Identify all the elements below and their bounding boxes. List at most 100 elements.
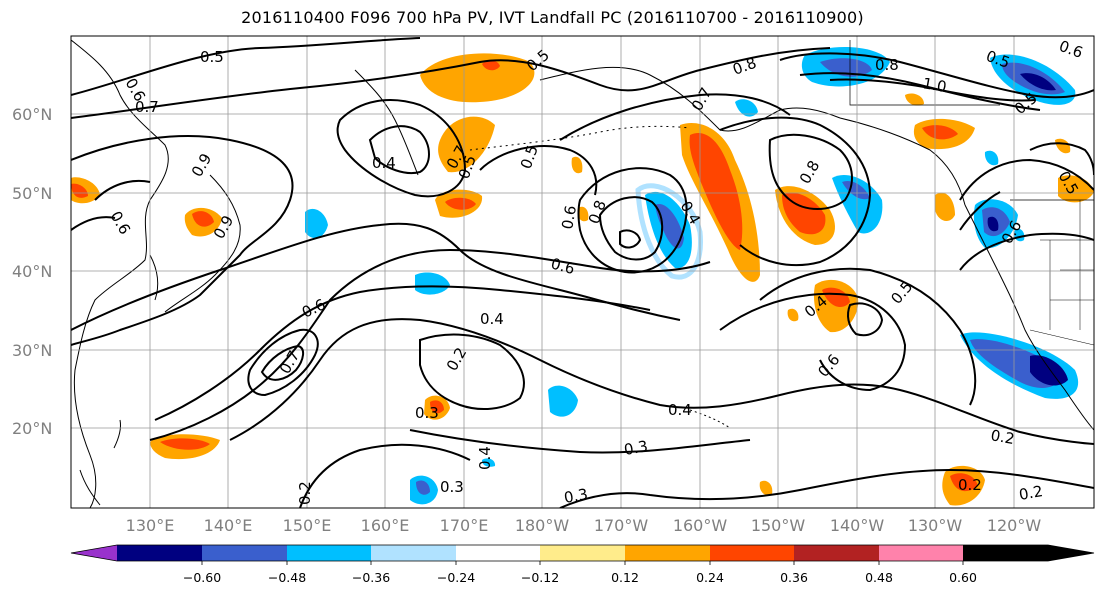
positive-anomaly-small-7 bbox=[787, 308, 799, 322]
contour-label: 0.3 bbox=[623, 437, 650, 459]
coast-asia bbox=[71, 39, 169, 508]
coast-japan bbox=[164, 174, 241, 313]
coast-na-west bbox=[964, 204, 1094, 431]
colorbar-tick-label: 0.48 bbox=[865, 570, 893, 585]
colorbar-swatch bbox=[117, 545, 202, 561]
contour-27 bbox=[719, 292, 907, 392]
lon-label: 170°W bbox=[594, 516, 649, 535]
contour-8 bbox=[260, 344, 304, 381]
lat-label-40n: 40°N bbox=[12, 262, 52, 281]
colorbar-tick-label: −0.36 bbox=[352, 570, 390, 585]
positive-anomaly-hawaii-w-core bbox=[430, 400, 444, 414]
contour-label: 0.2 bbox=[958, 476, 982, 494]
negative-anomaly-alaska-pan bbox=[735, 99, 758, 117]
lon-label: 140°W bbox=[830, 516, 885, 535]
contour-9 bbox=[229, 318, 1094, 445]
positive-anomaly-nwpac-core bbox=[445, 197, 476, 210]
coast-kamchatka bbox=[354, 69, 419, 176]
lon-label: 160°W bbox=[673, 516, 728, 535]
contour-24 bbox=[799, 72, 1041, 111]
negative-anomaly-hawaii-e bbox=[548, 385, 578, 417]
lon-label: 170°E bbox=[440, 516, 489, 535]
contour-label: 0.7 bbox=[135, 98, 159, 116]
contour-18 bbox=[598, 196, 664, 261]
contour-6 bbox=[154, 285, 651, 421]
negative-anomaly-central-pac bbox=[415, 272, 450, 295]
lon-label: 150°W bbox=[751, 516, 806, 535]
contour-label: 0.8 bbox=[875, 56, 899, 74]
positive-anomaly-alaska-core bbox=[922, 125, 958, 140]
border-states bbox=[1040, 200, 1094, 330]
contour-13 bbox=[559, 468, 1094, 508]
coast-alaska-pan bbox=[839, 117, 966, 206]
colorbar-tick-label: −0.24 bbox=[437, 570, 475, 585]
map-panel bbox=[71, 36, 1094, 508]
contour-12 bbox=[299, 443, 471, 508]
colorbar-swatch bbox=[540, 545, 625, 561]
border-alaska bbox=[849, 40, 1000, 106]
contour-31 bbox=[959, 191, 1001, 231]
contour-1 bbox=[71, 37, 421, 96]
contour-15 bbox=[368, 125, 430, 174]
contour-20 bbox=[559, 93, 791, 141]
contour-25 bbox=[829, 78, 1036, 102]
map-title: 2016110400 F096 700 hPa PV, IVT Landfall… bbox=[241, 8, 864, 27]
lon-label: 130°W bbox=[908, 516, 963, 535]
colorbar-swatch bbox=[287, 545, 371, 561]
coast-korea bbox=[149, 254, 159, 301]
positive-anomaly-south-china-core bbox=[160, 438, 210, 450]
contour-label: 0.3 bbox=[440, 478, 464, 496]
contour-19 bbox=[619, 229, 642, 249]
map-frame bbox=[70, 35, 1095, 509]
coast-alaska bbox=[539, 66, 841, 132]
contour-label: 0.6 bbox=[558, 204, 580, 231]
coastlines bbox=[71, 39, 1094, 508]
longitude-labels: 130°E 140°E 150°E 160°E 170°E 180°W 170°… bbox=[126, 516, 1042, 535]
colorbar-tick-label: 0.12 bbox=[611, 570, 639, 585]
positive-anomaly-small-1 bbox=[571, 156, 583, 174]
contour-17 bbox=[577, 167, 688, 274]
positive-anomaly-gulf-alaska-core bbox=[689, 133, 743, 250]
contour-30 bbox=[959, 232, 1094, 271]
colorbar-extend-low bbox=[71, 545, 117, 561]
contour-11 bbox=[409, 429, 751, 454]
contour-label: 0.2 bbox=[989, 426, 1016, 448]
positive-anomaly-small-6 bbox=[905, 93, 924, 106]
colorbar-tick-label: 0.24 bbox=[696, 570, 724, 585]
contour-14 bbox=[336, 99, 467, 198]
lon-label: 160°E bbox=[361, 516, 410, 535]
coast-hawaii bbox=[689, 409, 731, 429]
negative-anomaly-yukon bbox=[984, 150, 999, 166]
colorbar-tick-label: −0.12 bbox=[521, 570, 559, 585]
negative-anomaly-socal-deep bbox=[1030, 355, 1068, 386]
negative-anomaly-kuroshio bbox=[305, 208, 328, 239]
graticule bbox=[71, 36, 1094, 508]
positive-anomaly-bering-core bbox=[482, 60, 500, 71]
colorbar-swatch bbox=[879, 545, 963, 561]
colorbar-swatch bbox=[456, 545, 540, 561]
colorbar-swatch bbox=[202, 545, 287, 561]
colorbar-tick-label: −0.60 bbox=[183, 570, 221, 585]
contour-label: 0.4 bbox=[372, 154, 396, 172]
border-mexico bbox=[1029, 329, 1094, 346]
positive-anomaly-subtropic-core bbox=[822, 287, 850, 307]
coast-phil bbox=[79, 469, 101, 506]
contour-22 bbox=[768, 133, 853, 210]
colorbar-tick-label: 0.36 bbox=[780, 570, 808, 585]
colorbar: −0.60 −0.48 −0.36 −0.24 −0.12 0.12 0.24 … bbox=[70, 544, 1095, 585]
contour-7 bbox=[247, 328, 319, 397]
contour-label: 0.3 bbox=[415, 404, 439, 422]
lon-label: 150°E bbox=[283, 516, 332, 535]
contour-label: 0.4 bbox=[480, 310, 504, 328]
lat-label-30n: 30°N bbox=[12, 341, 52, 360]
contour-label: 0.3 bbox=[563, 485, 590, 507]
contour-32 bbox=[1029, 142, 1094, 176]
colorbar-tick-label: −0.48 bbox=[268, 570, 306, 585]
contour-label: 0.5 bbox=[200, 48, 224, 66]
lon-label: 140°E bbox=[204, 516, 253, 535]
positive-anomaly-bering bbox=[420, 53, 535, 103]
negative-anomaly-gulf-ring bbox=[635, 183, 703, 280]
lat-label-50n: 50°N bbox=[12, 184, 52, 203]
contour-5 bbox=[149, 248, 711, 441]
